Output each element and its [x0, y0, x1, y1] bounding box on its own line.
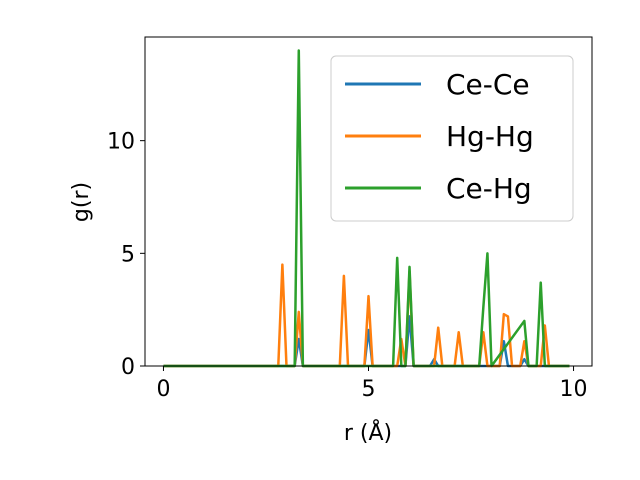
legend-label-hg-hg: Hg-Hg [446, 120, 534, 153]
y-axis-ticks: 0 5 10 [107, 130, 145, 380]
x-tick-label: 10 [560, 377, 588, 402]
x-tick-label: 0 [156, 377, 170, 402]
x-axis-ticks: 0 5 10 [156, 366, 588, 402]
legend-label-ce-ce: Ce-Ce [446, 68, 530, 101]
series-line-hg-hg [163, 263, 570, 368]
legend: Ce-Ce Hg-Hg Ce-Hg [330, 55, 574, 222]
y-axis-label: g(r) [69, 182, 94, 222]
y-tick-label: 5 [121, 242, 135, 267]
legend-box [330, 55, 574, 222]
x-axis-label: r (Å) [344, 419, 392, 446]
legend-label-ce-hg: Ce-Hg [446, 172, 532, 205]
x-tick-label: 5 [362, 377, 376, 402]
y-tick-label: 0 [121, 355, 135, 380]
y-tick-label: 10 [107, 130, 135, 155]
